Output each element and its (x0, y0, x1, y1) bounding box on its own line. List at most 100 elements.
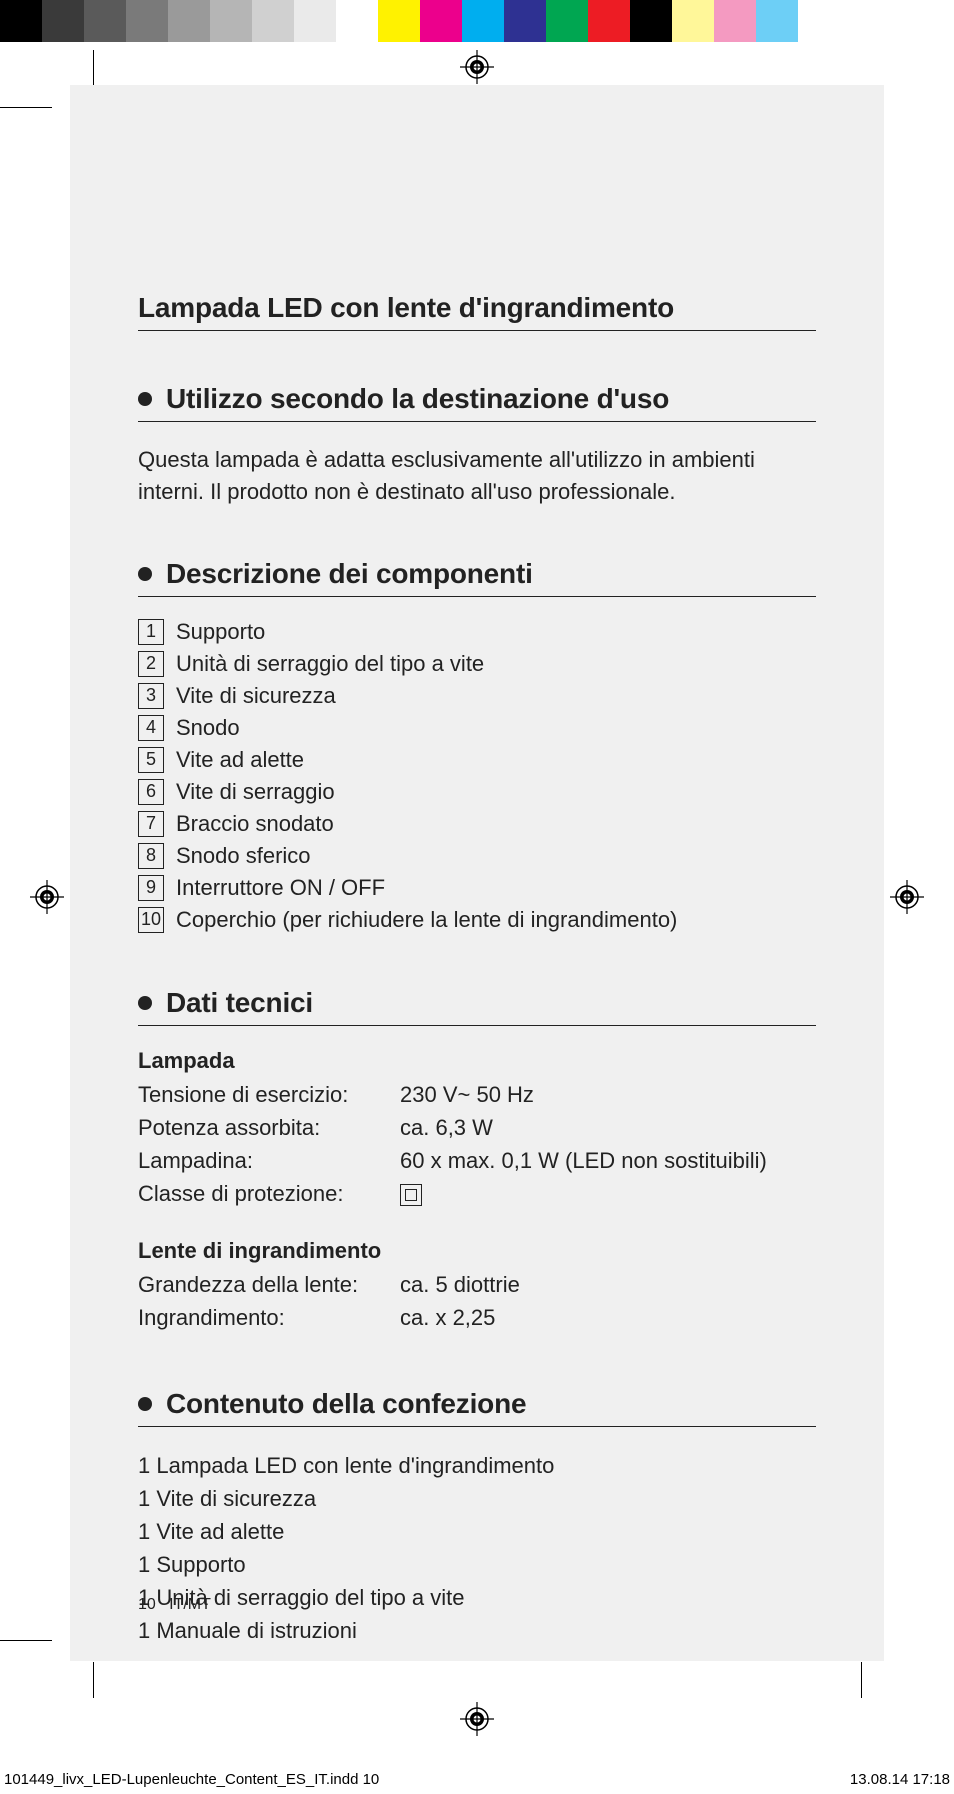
pack-item: 1 Manuale di istruzioni (138, 1614, 816, 1647)
color-swatch (378, 0, 420, 42)
color-swatch (420, 0, 462, 42)
pack-list: 1 Lampada LED con lente d'ingrandimento1… (138, 1449, 816, 1647)
component-label: Vite di sicurezza (176, 683, 336, 709)
crop-line (93, 1662, 94, 1698)
color-swatch (210, 0, 252, 42)
spec-key: Potenza assorbita: (138, 1111, 400, 1144)
section-heading-tech: Dati tecnici (138, 987, 816, 1026)
spec-key: Tensione di esercizio: (138, 1078, 400, 1111)
color-swatch (42, 0, 84, 42)
component-row: 7 Braccio snodato (138, 811, 816, 837)
page-title: Lampada LED con lente d'ingrandimento (138, 292, 816, 331)
component-number: 9 (138, 875, 164, 901)
registration-mark-left (30, 880, 64, 914)
color-swatch (294, 0, 336, 42)
component-number: 2 (138, 651, 164, 677)
crop-line (0, 107, 52, 108)
spec-row: Lampadina:60 x max. 0,1 W (LED non sosti… (138, 1144, 816, 1177)
component-row: 10 Coperchio (per richiudere la lente di … (138, 907, 816, 933)
color-swatch (588, 0, 630, 42)
tech-lens-subhead: Lente di ingrandimento (138, 1238, 816, 1264)
color-swatch (630, 0, 672, 42)
registration-mark-bottom (460, 1702, 494, 1736)
crop-line (0, 1640, 52, 1641)
color-swatch (546, 0, 588, 42)
class-ii-icon (400, 1184, 422, 1206)
registration-mark-right (890, 880, 924, 914)
spec-key: Grandezza della lente: (138, 1268, 400, 1301)
page-number: 10 (138, 1596, 156, 1613)
color-swatch (336, 0, 378, 42)
component-label: Snodo (176, 715, 240, 741)
heading-text: Contenuto della confezione (166, 1388, 526, 1420)
registration-mark-top (460, 50, 494, 84)
spec-row: Potenza assorbita:ca. 6,3 W (138, 1111, 816, 1144)
spec-value: 60 x max. 0,1 W (LED non sostituibili) (400, 1144, 816, 1177)
component-row: 4 Snodo (138, 715, 816, 741)
heading-text: Dati tecnici (166, 987, 313, 1019)
tech-lamp-list: Tensione di esercizio:230 V~ 50 HzPotenz… (138, 1078, 816, 1210)
spec-value (400, 1177, 816, 1210)
component-label: Braccio snodato (176, 811, 334, 837)
page-lang: IT/MT (169, 1596, 211, 1613)
component-row: 2 Unità di serraggio del tipo a vite (138, 651, 816, 677)
component-row: 1 Supporto (138, 619, 816, 645)
color-calibration-bar (0, 0, 954, 42)
components-list: 1 Supporto 2 Unità di serraggio del tipo a … (138, 619, 816, 933)
spec-key: Lampadina: (138, 1144, 400, 1177)
spec-row: Grandezza della lente:ca. 5 diottrie (138, 1268, 816, 1301)
spec-value: ca. 6,3 W (400, 1111, 816, 1144)
component-label: Supporto (176, 619, 265, 645)
color-swatch (0, 0, 42, 42)
spec-key: Classe di protezione: (138, 1177, 400, 1210)
bullet-icon (138, 567, 152, 581)
component-number: 1 (138, 619, 164, 645)
color-swatch (126, 0, 168, 42)
footer-date: 13.08.14 17:18 (850, 1771, 950, 1788)
component-label: Vite di serraggio (176, 779, 335, 805)
crop-line (861, 1662, 862, 1698)
component-number: 7 (138, 811, 164, 837)
page-content: Lampada LED con lente d'ingrandimento Ut… (138, 292, 816, 1647)
color-swatch (462, 0, 504, 42)
spec-value: 230 V~ 50 Hz (400, 1078, 816, 1111)
usage-paragraph: Questa lampada è adatta esclusivamente a… (138, 444, 816, 508)
component-row: 5 Vite ad alette (138, 747, 816, 773)
tech-lamp-subhead: Lampada (138, 1048, 816, 1074)
color-swatch (168, 0, 210, 42)
component-label: Coperchio (per richiudere la lente di in… (176, 907, 677, 933)
pack-item: 1 Supporto (138, 1548, 816, 1581)
component-row: 9 Interruttore ON / OFF (138, 875, 816, 901)
color-swatch (504, 0, 546, 42)
bullet-icon (138, 996, 152, 1010)
spec-row: Classe di protezione: (138, 1177, 816, 1210)
footer-page: 10 IT/MT (138, 1596, 211, 1614)
component-row: 3Vite di sicurezza (138, 683, 816, 709)
component-label: Unità di serraggio del tipo a vite (176, 651, 484, 677)
color-swatch (714, 0, 756, 42)
color-swatch (252, 0, 294, 42)
color-swatch (672, 0, 714, 42)
tech-lens-list: Grandezza della lente:ca. 5 diottrieIngr… (138, 1268, 816, 1334)
component-label: Snodo sferico (176, 843, 311, 869)
footer-filename: 101449_livx_LED-Lupenleuchte_Content_ES_… (4, 1771, 379, 1788)
spec-value: ca. x 2,25 (400, 1301, 816, 1334)
component-label: Interruttore ON / OFF (176, 875, 385, 901)
pack-item: 1 Vite ad alette (138, 1515, 816, 1548)
component-number: 4 (138, 715, 164, 741)
heading-text: Utilizzo secondo la destinazione d'uso (166, 383, 669, 415)
section-heading-components: Descrizione dei componenti (138, 558, 816, 597)
spec-key: Ingrandimento: (138, 1301, 400, 1334)
section-heading-usage: Utilizzo secondo la destinazione d'uso (138, 383, 816, 422)
component-number: 6 (138, 779, 164, 805)
pack-item: 1 Vite di sicurezza (138, 1482, 816, 1515)
crop-line (93, 50, 94, 86)
component-number: 5 (138, 747, 164, 773)
bullet-icon (138, 1397, 152, 1411)
component-number: 10 (138, 907, 164, 933)
pack-item: 1 Unità di serraggio del tipo a vite (138, 1581, 816, 1614)
spec-row: Ingrandimento:ca. x 2,25 (138, 1301, 816, 1334)
component-label: Vite ad alette (176, 747, 304, 773)
color-swatch (756, 0, 798, 42)
spec-value: ca. 5 diottrie (400, 1268, 816, 1301)
